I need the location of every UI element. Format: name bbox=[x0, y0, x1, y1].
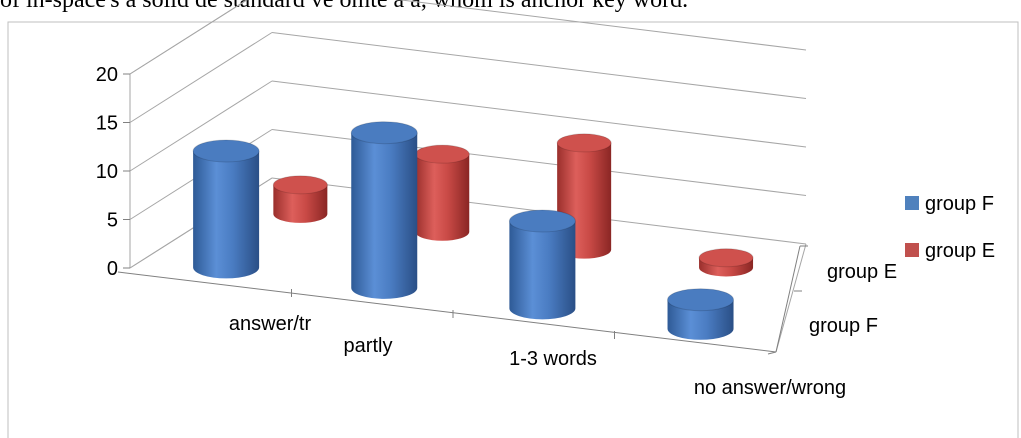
bar-group-f-0 bbox=[192, 139, 260, 279]
bar-group-f-2 bbox=[508, 209, 576, 320]
bar-group-e-1 bbox=[414, 144, 470, 241]
right-floor-edge bbox=[775, 243, 807, 353]
y-tick-label: 10 bbox=[96, 161, 118, 183]
y-tick-label: 15 bbox=[96, 113, 118, 135]
chart-frame bbox=[7, 21, 1019, 438]
legend-swatch bbox=[905, 196, 919, 210]
bar-group-e-0-top bbox=[272, 175, 328, 195]
bar-group-f-1-top bbox=[350, 121, 418, 145]
bar-group-f-1 bbox=[350, 121, 418, 299]
bar-group-f-2-body bbox=[509, 221, 576, 320]
category-axis-line bbox=[117, 271, 777, 353]
gridline-side bbox=[129, 32, 273, 123]
chart-tick-labels: 0 5 10 15 20 answer/tr partly 1-3 words no answe… bbox=[96, 64, 897, 399]
y-tick-label: 0 bbox=[107, 258, 118, 280]
bar-group-f-0-body bbox=[193, 151, 260, 279]
bar-group-f-3-body bbox=[667, 299, 734, 340]
chart-legend: group F group E bbox=[905, 193, 995, 262]
gridline-back bbox=[271, 80, 807, 148]
series-axis-line bbox=[775, 245, 801, 353]
series-axis-label: group E bbox=[827, 261, 897, 283]
x-tick-label: 1-3 words bbox=[509, 348, 597, 370]
bar-group-f-3 bbox=[667, 288, 735, 340]
gridline-side bbox=[129, 0, 248, 75]
bar-group-f-3-top bbox=[667, 288, 735, 312]
y-tick-label: 20 bbox=[96, 64, 118, 86]
clipped-header-text: of in-spaсe's a solid de standard ve omt… bbox=[0, 0, 689, 13]
side-wall-top-edge bbox=[129, 0, 248, 75]
legend-label: group F bbox=[925, 193, 994, 215]
x-tick-label: partly bbox=[344, 335, 393, 357]
legend-label: group E bbox=[925, 240, 995, 262]
x-tick-mark bbox=[767, 351, 777, 355]
legend-swatch bbox=[905, 243, 919, 257]
bar-group-e-2-top bbox=[556, 133, 612, 153]
gridline-side bbox=[129, 80, 273, 172]
gridline-back bbox=[397, 0, 807, 51]
bar-group-f-1-body bbox=[351, 132, 418, 299]
x-tick-label: answer/tr bbox=[229, 313, 312, 335]
chart-bars bbox=[192, 121, 754, 340]
bar-group-e-0-body bbox=[273, 184, 328, 223]
bar-group-e-1-body bbox=[415, 154, 470, 241]
bar-group-e-3-top bbox=[698, 248, 754, 268]
x-tick-label: no answer/wrong bbox=[694, 377, 846, 399]
gridline-back bbox=[271, 32, 807, 99]
bar-group-e-3 bbox=[698, 248, 754, 277]
chart-gridlines bbox=[129, 0, 807, 269]
bar-group-e-0 bbox=[272, 175, 328, 223]
series-axis-label: group F bbox=[809, 315, 878, 337]
bar-group-e-1-top bbox=[414, 144, 470, 164]
y-tick-label: 5 bbox=[107, 210, 118, 232]
chart-axes bbox=[117, 73, 808, 355]
bar-group-f-0-top bbox=[192, 139, 260, 163]
bar-group-f-2-top bbox=[508, 209, 576, 233]
